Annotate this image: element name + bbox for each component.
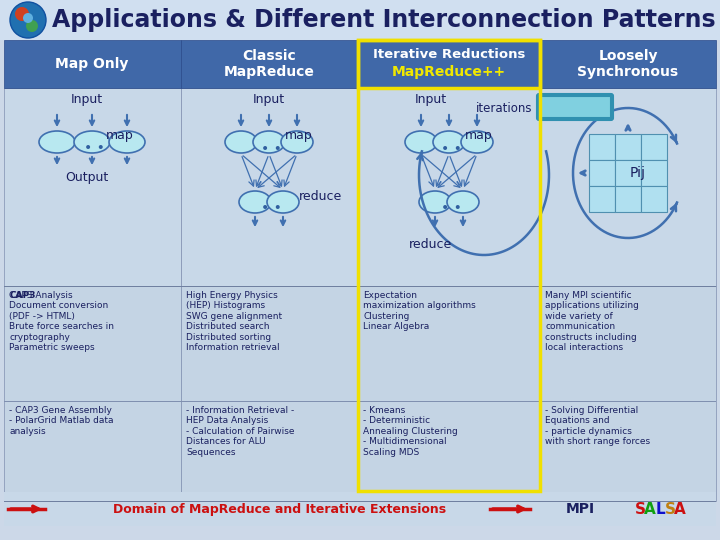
Text: A: A (674, 502, 686, 516)
Text: High Energy Physics
(HEP) Histograms
SWG gene alignment
Distributed search
Distr: High Energy Physics (HEP) Histograms SWG… (186, 291, 282, 352)
Text: Loosely
Synchronous: Loosely Synchronous (577, 49, 678, 79)
Text: Input: Input (253, 93, 285, 106)
Bar (358, 40, 540, 491)
Text: reduce: reduce (300, 190, 343, 202)
FancyBboxPatch shape (537, 94, 613, 120)
Bar (4, 401, 181, 402)
Bar (589, 160, 615, 186)
Text: - Information Retrieval -
HEP Data Analysis
- Calculation of Pairwise
Distances : - Information Retrieval - HEP Data Analy… (186, 406, 294, 457)
Text: Input: Input (71, 93, 103, 106)
Text: Iterative Reductions: Iterative Reductions (373, 49, 525, 62)
Bar (4, 501, 716, 502)
Bar (589, 186, 615, 212)
Bar (540, 286, 716, 501)
Bar (0, 0, 720, 40)
Text: CAP3: CAP3 (9, 291, 35, 300)
Text: - CAP3 Gene Assembly
- PolarGrid Matlab data
analysis: - CAP3 Gene Assembly - PolarGrid Matlab … (9, 406, 114, 436)
Ellipse shape (405, 131, 437, 153)
Bar (4, 286, 181, 501)
Text: L: L (655, 502, 665, 516)
Bar (641, 134, 667, 160)
Bar (540, 88, 716, 286)
Bar (358, 40, 540, 88)
Text: reduce: reduce (410, 238, 453, 251)
Ellipse shape (109, 131, 145, 153)
Text: S: S (665, 502, 675, 516)
Bar (181, 286, 358, 501)
Text: - Solving Differential
Equations and
- particle dynamics
with short range forces: - Solving Differential Equations and - p… (545, 406, 650, 446)
Bar (358, 40, 540, 88)
Text: - Kmeans
- Deterministic
Annealing Clustering
- Multidimensional
Scaling MDS: - Kmeans - Deterministic Annealing Clust… (363, 406, 458, 457)
Text: Output: Output (66, 172, 109, 185)
Bar (358, 286, 540, 501)
Ellipse shape (461, 131, 493, 153)
Bar (641, 160, 667, 186)
Text: map: map (106, 130, 134, 143)
Bar (4, 88, 181, 286)
Bar (540, 401, 716, 402)
Text: MPI: MPI (565, 502, 595, 516)
Ellipse shape (225, 131, 257, 153)
Ellipse shape (447, 191, 479, 213)
Ellipse shape (433, 131, 465, 153)
Bar (181, 88, 358, 286)
Ellipse shape (281, 131, 313, 153)
Circle shape (23, 13, 33, 23)
Bar (4, 40, 181, 88)
Text: • •: • • (84, 141, 104, 155)
Bar (615, 186, 641, 212)
Ellipse shape (253, 131, 285, 153)
Text: Classic
MapReduce: Classic MapReduce (224, 49, 315, 79)
Text: Expectation
maximization algorithms
Clustering
Linear Algebra: Expectation maximization algorithms Clus… (363, 291, 476, 331)
Ellipse shape (39, 131, 75, 153)
Bar (615, 134, 641, 160)
Bar (615, 160, 641, 186)
Text: Map Only: Map Only (55, 57, 129, 71)
Text: • •: • • (441, 201, 462, 215)
Bar (589, 134, 615, 160)
Text: Many MPI scientific
applications utilizing
wide variety of
communication
constru: Many MPI scientific applications utilizi… (545, 291, 639, 352)
Bar (181, 40, 358, 88)
Ellipse shape (419, 191, 451, 213)
Bar (358, 401, 540, 402)
Text: CAP3 Analysis
Document conversion
(PDF -> HTML)
Brute force searches in
cryptogr: CAP3 Analysis Document conversion (PDF -… (9, 291, 114, 352)
Text: map: map (285, 129, 313, 141)
Text: • •: • • (441, 142, 462, 156)
Text: map: map (465, 129, 493, 141)
Text: • •: • • (261, 201, 282, 215)
Text: Pij: Pij (630, 166, 646, 180)
Circle shape (26, 20, 38, 32)
Ellipse shape (74, 131, 110, 153)
Ellipse shape (267, 191, 299, 213)
Text: S: S (634, 502, 646, 516)
Bar (539, 96, 611, 118)
Bar (4, 492, 716, 526)
Text: MapReduce++: MapReduce++ (392, 65, 506, 79)
Bar (4, 286, 716, 287)
Circle shape (10, 2, 46, 38)
Bar (641, 186, 667, 212)
Text: iterations: iterations (476, 102, 532, 114)
Bar (540, 40, 716, 88)
Text: • •: • • (261, 142, 282, 156)
Text: A: A (644, 502, 656, 516)
Ellipse shape (239, 191, 271, 213)
Bar (181, 401, 358, 402)
Text: Applications & Different Interconnection Patterns: Applications & Different Interconnection… (52, 8, 716, 32)
Circle shape (15, 7, 29, 21)
Text: Domain of MapReduce and Iterative Extensions: Domain of MapReduce and Iterative Extens… (114, 503, 446, 516)
Bar (358, 88, 540, 286)
Text: Input: Input (415, 93, 447, 106)
